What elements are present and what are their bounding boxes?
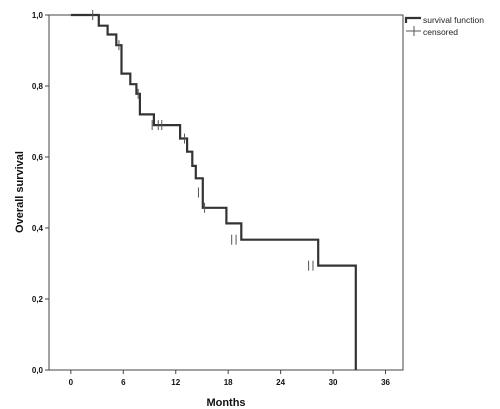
x-tick-label: 24 <box>276 378 285 387</box>
y-axis-title: Overall survival <box>14 151 26 233</box>
y-tick-label: 0,6 <box>32 153 44 162</box>
y-axis-ticks: 0,0 0,2 0,4 0,6 0,8 1,0 <box>32 11 49 375</box>
y-tick-label: 1,0 <box>32 11 44 20</box>
x-tick-label: 12 <box>171 378 180 387</box>
x-tick-label: 36 <box>381 378 390 387</box>
x-tick-label: 0 <box>69 378 74 387</box>
x-tick-label: 6 <box>121 378 126 387</box>
legend-survival-line-icon <box>404 16 421 23</box>
plot-frame <box>48 14 404 371</box>
x-tick-label: 18 <box>224 378 233 387</box>
censored-marks <box>92 10 314 271</box>
legend-censored-label: censored <box>423 27 458 37</box>
legend: survival function censored <box>404 15 484 37</box>
x-axis-title: Months <box>206 397 245 409</box>
x-tick-label: 30 <box>329 378 338 387</box>
survival-curve <box>70 13 357 370</box>
y-tick-label: 0,0 <box>32 366 44 375</box>
y-tick-label: 0,8 <box>32 82 44 91</box>
y-tick-label: 0,2 <box>32 295 44 304</box>
x-axis-ticks: 0 6 12 18 24 30 36 <box>69 370 391 387</box>
y-tick-label: 0,4 <box>32 224 44 233</box>
legend-survival-label: survival function <box>423 15 484 25</box>
